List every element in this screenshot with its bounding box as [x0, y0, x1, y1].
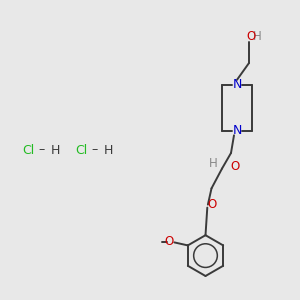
Text: H: H	[253, 30, 262, 44]
Text: N: N	[232, 78, 242, 91]
Text: –: –	[92, 143, 98, 157]
Text: –: –	[39, 143, 45, 157]
Text: O: O	[164, 235, 174, 248]
Text: O: O	[247, 30, 256, 44]
Text: O: O	[231, 160, 240, 173]
Text: H: H	[103, 143, 113, 157]
Text: H: H	[209, 157, 218, 170]
Text: H: H	[51, 143, 60, 157]
Text: Cl: Cl	[75, 143, 87, 157]
Text: Cl: Cl	[22, 143, 34, 157]
Text: O: O	[208, 198, 217, 211]
Text: N: N	[232, 124, 242, 137]
